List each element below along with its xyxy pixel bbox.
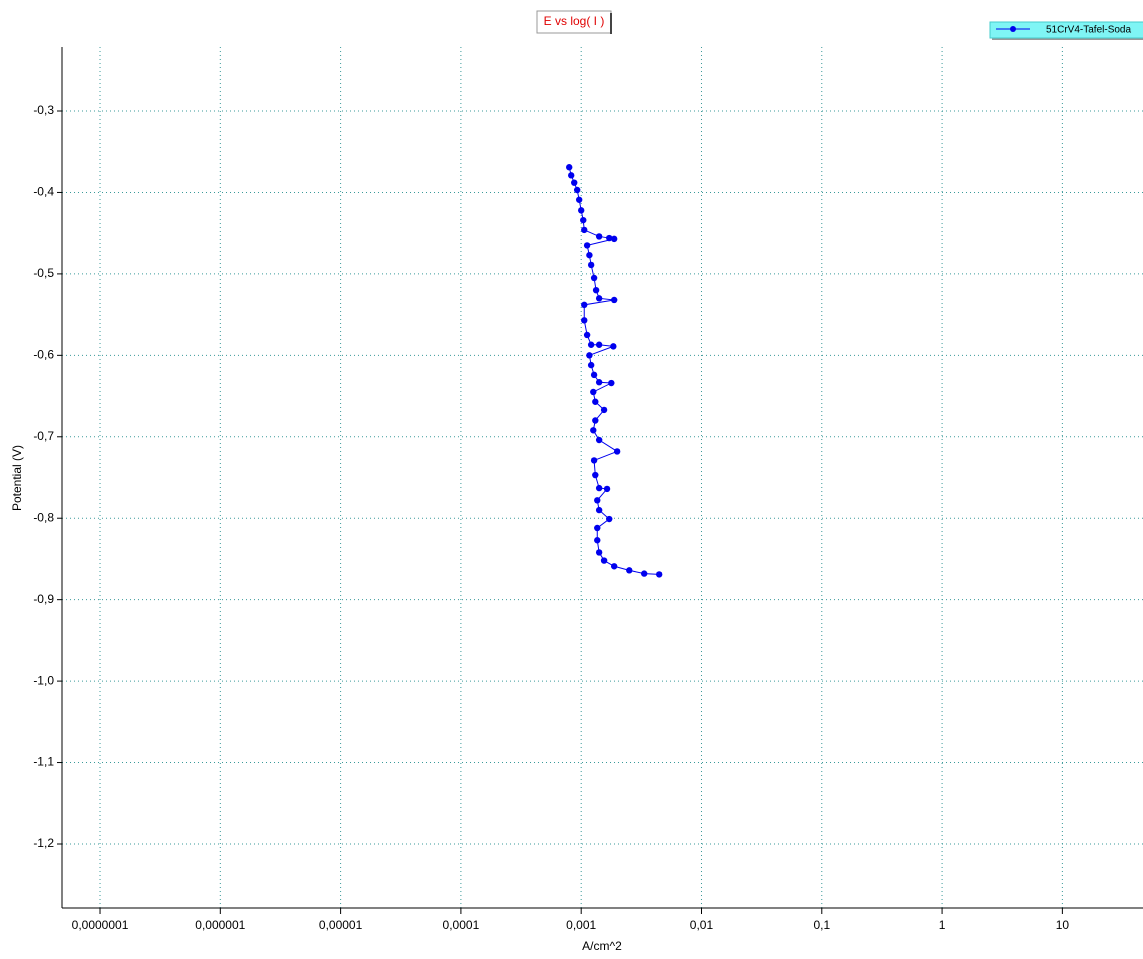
data-point (613, 448, 621, 455)
y-tick-label: -0,3 (33, 103, 54, 117)
legend-box (989, 21, 1143, 39)
data-point (592, 286, 600, 294)
data-point (610, 235, 618, 243)
data-point (608, 379, 615, 387)
x-tick-label: 0,0001 (443, 918, 480, 932)
data-point (586, 352, 593, 359)
x-tick-label: 0,1 (813, 918, 830, 932)
legend-marker (1010, 26, 1016, 32)
y-tick-label: -0,8 (33, 510, 54, 524)
data-point (594, 524, 601, 532)
data-point (595, 506, 603, 514)
data-point (590, 388, 597, 396)
data-point (592, 471, 599, 479)
data-point (606, 234, 613, 242)
y-tick-label: -1,1 (33, 755, 54, 769)
data-point (594, 537, 601, 544)
data-point (587, 361, 595, 369)
data-point (592, 417, 599, 424)
data-point (603, 485, 611, 493)
data-point (610, 296, 618, 304)
data-point (586, 251, 593, 259)
data-point (606, 515, 613, 523)
data-point (590, 274, 598, 282)
data-point (590, 427, 597, 434)
y-tick-label: -0,7 (33, 429, 54, 443)
x-tick-label: 0,000001 (195, 918, 245, 932)
chart-title: E vs log( I ) (544, 14, 605, 28)
data-point (610, 343, 617, 350)
data-point (592, 398, 599, 405)
y-tick-label: -1,0 (33, 673, 54, 687)
data-point (573, 186, 581, 194)
data-point (595, 484, 603, 492)
data-point (590, 457, 598, 464)
data-point (581, 226, 588, 234)
data-point (626, 567, 633, 574)
data-point (571, 179, 578, 186)
data-point (568, 172, 575, 179)
y-tick-label: -0,9 (33, 592, 54, 606)
y-tick-label: -0,6 (33, 348, 54, 362)
x-tick-label: 1 (939, 918, 946, 932)
data-point (655, 571, 663, 578)
data-point (595, 233, 603, 240)
y-tick-label: -1,2 (33, 836, 54, 850)
data-point (610, 563, 618, 570)
data-point (595, 549, 603, 556)
y-tick-label: -0,5 (33, 266, 54, 280)
data-point (583, 242, 591, 249)
data-point (587, 261, 595, 269)
data-point (595, 379, 603, 386)
data-point (575, 196, 583, 203)
legend-label: 51CrV4-Tafel-Soda (1046, 25, 1131, 36)
data-point (600, 406, 608, 414)
data-point (577, 207, 585, 214)
data-point (600, 557, 608, 564)
data-point (581, 317, 588, 324)
y-tick-label: -0,4 (33, 185, 54, 199)
x-tick-label: 0,0000001 (72, 918, 129, 932)
data-point (641, 570, 648, 577)
data-point (594, 497, 601, 504)
x-tick-label: 0,01 (690, 918, 714, 932)
data-point (595, 341, 603, 348)
data-point (595, 295, 603, 302)
x-tick-label: 10 (1056, 918, 1070, 932)
data-point (580, 216, 587, 224)
data-point (590, 371, 598, 379)
data-point (566, 164, 573, 171)
data-point (581, 301, 588, 309)
data-point (587, 341, 595, 348)
data-point (595, 436, 603, 444)
x-axis-label: A/cm^2 (582, 939, 622, 953)
x-tick-label: 0,00001 (319, 918, 363, 932)
data-point (583, 331, 591, 339)
x-tick-label: 0,001 (566, 918, 596, 932)
y-axis-label: Potential (V) (10, 445, 24, 511)
